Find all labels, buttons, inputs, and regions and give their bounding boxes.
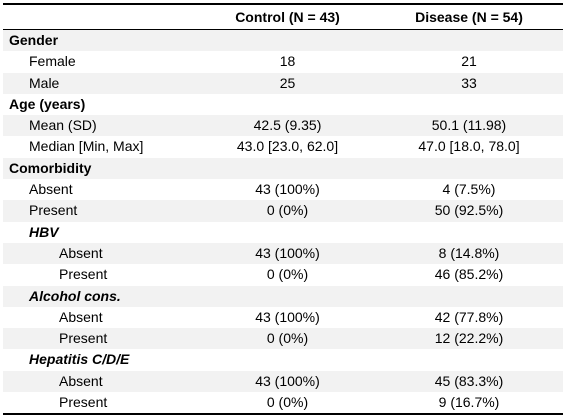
disease-value xyxy=(375,94,563,115)
control-value xyxy=(200,29,375,52)
table-row: Absent 43 (100%) 45 (83.3%) xyxy=(3,370,563,393)
row-label: Absent xyxy=(3,370,200,393)
disease-value: 8 (14.8%) xyxy=(375,242,563,265)
control-value: 43 (100%) xyxy=(255,308,320,325)
control-value xyxy=(200,349,375,370)
control-value: 18 xyxy=(279,53,296,70)
disease-value: 4 (7.5%) xyxy=(442,181,496,198)
row-label: Hepatitis C/D/E xyxy=(29,351,130,368)
disease-value xyxy=(375,349,563,370)
control-value: 0 (0%) xyxy=(200,328,375,350)
summary-table-container: Control (N = 43) Disease (N = 54) Gender… xyxy=(3,3,563,415)
header-control-column: Control (N = 43) xyxy=(235,9,340,25)
row-label: Present xyxy=(59,394,108,411)
row-label: Absent xyxy=(29,181,73,198)
table-row: Female 18 21 xyxy=(3,51,563,72)
table-row: Present 0 (0%) 9 (16.7%) xyxy=(3,392,563,415)
header-row: Control (N = 43) Disease (N = 54) xyxy=(3,4,563,30)
row-label: HBV xyxy=(29,223,59,240)
disease-value xyxy=(375,222,563,243)
disease-value: 45 (83.3%) xyxy=(375,370,563,393)
disease-value xyxy=(375,157,563,180)
table-row: Present 0 (0%) 12 (22.2%) xyxy=(3,328,563,350)
row-label: Present xyxy=(59,266,108,283)
disease-value: 46 (85.2%) xyxy=(434,266,504,283)
row-label: Absent xyxy=(59,308,103,325)
table-body: Gender Female 18 21 Male 25 33 Age (years) Mean … xyxy=(3,29,563,415)
control-value: 43 (100%) xyxy=(200,242,375,265)
header-disease-column: Disease (N = 54) xyxy=(415,9,523,25)
row-label: Present xyxy=(3,328,200,350)
row-label: Present xyxy=(3,200,200,222)
control-value xyxy=(200,285,375,307)
control-value: 0 (0%) xyxy=(266,266,309,283)
header-label-column xyxy=(3,4,200,30)
table-row: Absent 43 (100%) 4 (7.5%) xyxy=(3,179,563,200)
row-label: Alcohol cons. xyxy=(3,285,200,307)
row-label: Median [Min, Max] xyxy=(29,138,144,155)
disease-value: 50 (92.5%) xyxy=(375,200,563,222)
disease-value: 47.0 [18.0, 78.0] xyxy=(418,138,520,155)
table-row: Present 0 (0%) 50 (92.5%) xyxy=(3,200,563,222)
disease-value: 33 xyxy=(375,72,563,94)
table-row: HBV xyxy=(3,222,563,243)
table-row: Age (years) xyxy=(3,94,563,115)
control-value xyxy=(200,222,375,243)
table-row: Median [Min, Max] 43.0 [23.0, 62.0] 47.0 [… xyxy=(3,136,563,157)
row-label: Absent xyxy=(3,242,200,265)
row-label: Age (years) xyxy=(9,95,86,112)
control-value: 43 (100%) xyxy=(200,370,375,393)
table-row: Absent 43 (100%) 8 (14.8%) xyxy=(3,242,563,265)
table-row: Gender xyxy=(3,29,563,52)
disease-value: 42 (77.8%) xyxy=(434,308,504,325)
control-value: 43.0 [23.0, 62.0] xyxy=(236,138,339,155)
disease-value: 50.1 (11.98) xyxy=(375,115,563,137)
disease-value xyxy=(375,29,563,52)
table-header: Control (N = 43) Disease (N = 54) xyxy=(3,4,563,30)
table-row: Male 25 33 xyxy=(3,72,563,94)
table-row: Hepatitis C/D/E xyxy=(3,349,563,370)
row-label: Female xyxy=(29,53,76,70)
table-row: Absent 43 (100%) 42 (77.8%) xyxy=(3,307,563,328)
control-value: 0 (0%) xyxy=(266,394,309,411)
disease-value: 12 (22.2%) xyxy=(375,328,563,350)
control-value xyxy=(200,94,375,115)
row-label: Comorbidity xyxy=(3,157,200,180)
table-row: Comorbidity xyxy=(3,157,563,180)
table-row: Present 0 (0%) 46 (85.2%) xyxy=(3,264,563,285)
control-value xyxy=(200,157,375,180)
row-label: Gender xyxy=(3,29,200,52)
disease-value xyxy=(375,285,563,307)
control-value: 43 (100%) xyxy=(255,181,320,198)
disease-value: 9 (16.7%) xyxy=(438,394,500,411)
summary-table: Control (N = 43) Disease (N = 54) Gender… xyxy=(3,3,563,415)
row-label: Male xyxy=(3,72,200,94)
disease-value: 21 xyxy=(461,53,477,70)
row-label: Mean (SD) xyxy=(3,115,200,137)
table-row: Mean (SD) 42.5 (9.35) 50.1 (11.98) xyxy=(3,115,563,137)
control-value: 0 (0%) xyxy=(200,200,375,222)
table-row: Alcohol cons. xyxy=(3,285,563,307)
control-value: 25 xyxy=(200,72,375,94)
control-value: 42.5 (9.35) xyxy=(200,115,375,137)
